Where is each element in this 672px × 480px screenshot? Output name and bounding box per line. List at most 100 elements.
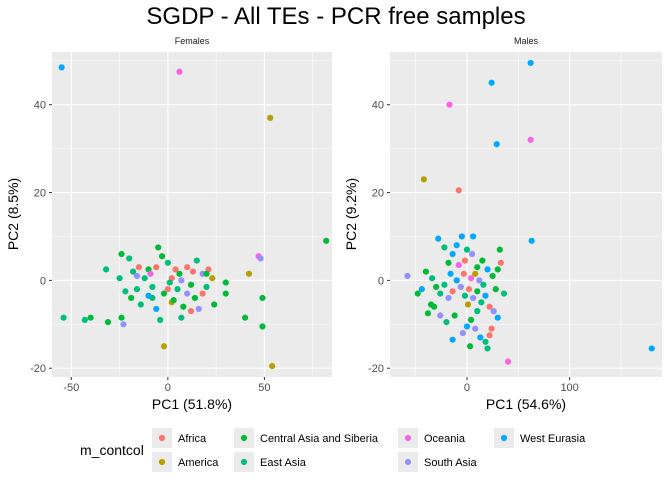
data-point — [455, 187, 462, 194]
data-point — [149, 294, 156, 302]
y-axis-title: PC2 (8.5%) — [5, 178, 21, 250]
data-point — [494, 314, 501, 321]
legend-label: Central Asia and Siberia — [260, 433, 379, 445]
data-point — [187, 308, 195, 315]
data-point — [211, 301, 218, 308]
legend-swatch — [158, 434, 166, 442]
data-point — [118, 314, 125, 321]
data-point — [484, 266, 491, 273]
legend-label: Oceania — [424, 433, 466, 445]
data-point — [482, 338, 489, 345]
y-tick-label: -20 — [30, 363, 46, 375]
data-point — [482, 292, 489, 299]
x-tick-label: 0 — [165, 382, 171, 394]
data-point — [160, 290, 168, 297]
panel-females: Females -50 0 50 -20 0 20 40 PC1 (51.8%) PC2 … — [5, 32, 332, 412]
chart-title: SGDP - All TEs - PCR free samples — [146, 3, 525, 30]
data-point — [187, 281, 195, 288]
data-point — [449, 336, 456, 343]
data-point — [118, 250, 125, 258]
data-point — [464, 301, 472, 308]
data-point — [126, 255, 133, 262]
data-point — [437, 312, 444, 319]
points — [58, 64, 330, 370]
legend-label: America — [178, 457, 219, 469]
data-point — [184, 290, 191, 297]
data-point — [443, 319, 450, 326]
data-point — [259, 323, 266, 330]
data-point — [128, 294, 135, 302]
data-point — [467, 275, 475, 282]
data-point — [478, 299, 485, 306]
data-point — [184, 264, 191, 271]
data-point — [460, 270, 468, 277]
data-point — [451, 312, 458, 319]
data-point — [257, 255, 264, 262]
y-tick-label: 0 — [40, 275, 46, 287]
data-point — [414, 290, 421, 297]
data-point — [476, 277, 483, 284]
data-point — [180, 303, 187, 310]
x-ticks: -50 0 50 — [63, 377, 271, 394]
data-point — [404, 272, 411, 280]
data-point — [166, 279, 173, 286]
data-point — [178, 314, 185, 321]
data-point — [431, 303, 438, 310]
data-point — [489, 272, 496, 280]
data-point — [465, 286, 473, 293]
data-point — [466, 343, 474, 350]
data-point — [176, 68, 183, 75]
data-point — [222, 290, 229, 297]
data-point — [176, 270, 183, 277]
data-point — [195, 305, 202, 313]
data-point — [486, 303, 493, 310]
x-tick-label: 0 — [464, 382, 470, 394]
data-point — [486, 332, 493, 339]
gridlines — [52, 52, 332, 377]
data-point — [267, 114, 274, 121]
data-point — [496, 246, 503, 253]
strip-background — [52, 32, 332, 50]
data-point — [133, 286, 141, 293]
data-point — [433, 283, 440, 291]
data-point — [474, 264, 481, 271]
data-point — [153, 264, 160, 271]
data-point — [141, 275, 148, 282]
x-tick-label: 100 — [560, 382, 578, 394]
data-point — [193, 257, 200, 264]
data-point — [164, 259, 171, 266]
legend-label: Africa — [178, 433, 207, 445]
data-point — [477, 334, 484, 341]
strip-background — [390, 32, 662, 50]
y-tick-label: 40 — [34, 100, 46, 112]
data-point — [488, 79, 495, 86]
data-point — [648, 345, 655, 352]
data-point — [469, 250, 476, 258]
data-point — [480, 281, 487, 288]
data-point — [191, 294, 198, 302]
data-point — [484, 345, 491, 352]
data-point — [164, 286, 171, 293]
data-point — [160, 343, 168, 350]
data-point — [428, 275, 436, 282]
data-point — [203, 270, 210, 277]
x-axis-title: PC1 (54.6%) — [486, 396, 566, 412]
data-point — [58, 64, 65, 71]
data-point — [455, 261, 462, 269]
data-point — [494, 266, 501, 273]
data-point — [422, 268, 430, 275]
data-point — [137, 301, 144, 308]
data-point — [504, 358, 512, 365]
data-point — [323, 237, 330, 244]
data-point — [155, 244, 162, 251]
points — [404, 59, 655, 365]
data-point — [490, 308, 497, 315]
data-point — [441, 281, 448, 288]
data-point — [435, 235, 442, 242]
data-point — [461, 292, 469, 299]
y-tick-label: 0 — [378, 275, 384, 287]
data-point — [222, 279, 229, 286]
y-ticks: -20 0 20 40 — [368, 100, 390, 375]
strip-label: Females — [175, 36, 210, 46]
x-axis-title: PC1 (51.8%) — [152, 396, 232, 412]
